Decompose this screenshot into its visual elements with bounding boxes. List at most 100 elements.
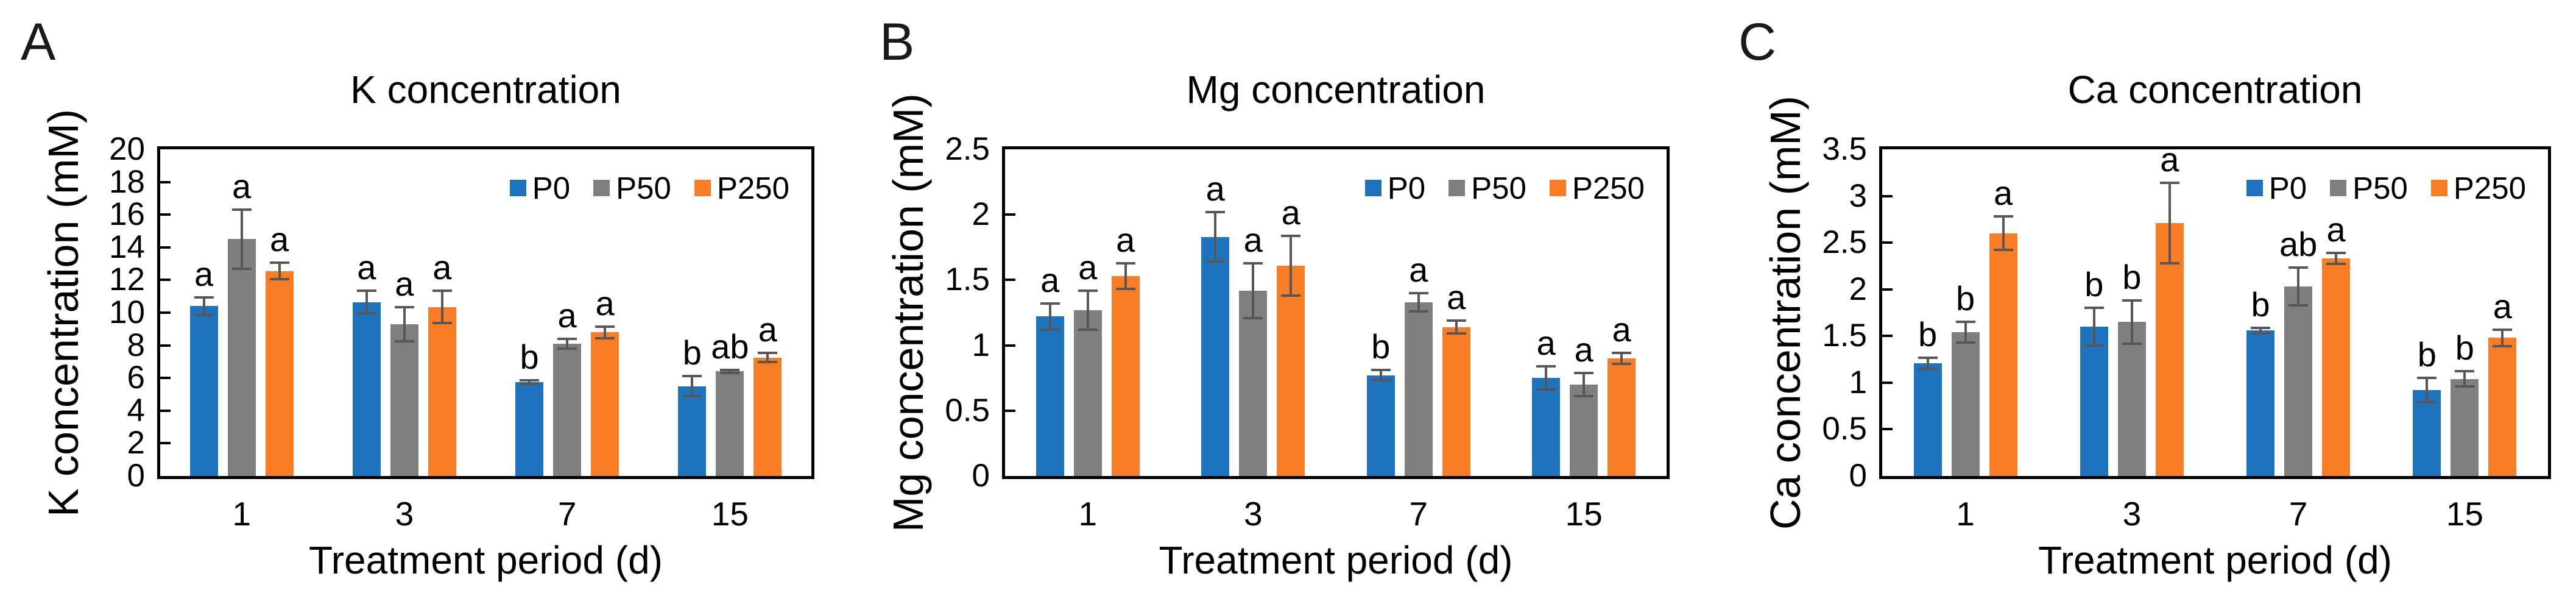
error-bar [2130,300,2133,344]
y-tick-label: 2.5 [1822,224,1867,261]
plot-area: P0 P50 P250 b b a b b a b ab a b b a [1879,143,2551,479]
error-bar-cap-bottom [1371,379,1391,382]
error-bar-cap-top [2122,299,2142,302]
bar-P0-day3 [2080,326,2108,476]
significance-letter: a [357,247,376,286]
plot-area: P0 P50 P250 a a a a a a b a a a a a [1002,146,1670,479]
y-tick-label: 0 [127,458,145,494]
error-bar-cap-top [269,261,289,265]
significance-letter: a [1281,193,1300,232]
significance-letter: a [557,296,577,335]
legend-item-P250: P250 [1549,172,1645,204]
error-bar-cap-bottom [595,336,615,339]
bar-P250-day1 [1989,233,2017,476]
significance-letter: a [432,247,452,286]
x-tick-label: 3 [395,495,414,533]
legend-label-P0: P0 [1387,171,1426,205]
y-tick-label: 2 [127,425,145,461]
error-bar-cap-bottom [1536,388,1556,391]
error-bar-cap-top [1918,356,1938,359]
error-bar [1926,357,1929,369]
significance-letter: b [1918,314,1938,354]
error-bar [1214,211,1217,262]
error-bar-cap-top [194,296,214,299]
error-bar-cap-bottom [2251,332,2271,335]
error-bar-cap-bottom [1918,367,1938,370]
y-tick-label: 0 [972,458,990,494]
y-tick-mark [160,279,171,282]
x-axis-title: Treatment period (d) [1159,538,1513,582]
error-bar [729,369,732,374]
legend-swatch-P50 [593,180,610,196]
error-bar [566,338,569,349]
y-tick-label: 18 [109,163,145,200]
significance-letter: a [1040,260,1060,299]
error-bar-cap-top [1371,369,1391,372]
error-bar-cap-top [2084,307,2104,310]
panel-letter-b: B [880,13,915,71]
y-tick-mark [1005,213,1015,216]
y-tick-mark [160,442,171,445]
y-tick-label: 3 [1849,177,1867,214]
error-bar-cap-bottom [394,339,414,343]
y-tick-label: 20 [109,131,145,167]
y-tick-mark [160,311,171,314]
error-bar-cap-bottom [432,322,452,325]
y-tick-label: 16 [109,196,145,233]
error-bar [604,326,607,338]
error-bar-cap-bottom [1205,260,1226,263]
significance-letter: a [395,264,414,303]
error-bar-cap-bottom [2326,263,2346,266]
bar-P50-day1 [1073,310,1102,476]
error-bar-cap-top [758,352,778,355]
panel-mg-concentration: B Mg concentration Mg concentration (mM)… [859,0,1718,604]
error-bar-cap-top [1993,215,2013,218]
y-tick-mark [1882,288,1893,291]
significance-letter: a [1536,323,1556,362]
error-bar-cap-top [2417,377,2437,380]
error-bar-cap-top [1574,371,1594,374]
x-tick-label: 15 [2446,495,2483,533]
error-bar [403,307,406,341]
error-bar-cap-top [2493,328,2513,331]
significance-letter: b [2251,285,2270,324]
error-bar-cap-bottom [758,360,778,363]
legend-item-P50: P50 [593,172,671,204]
error-bar [1124,263,1127,290]
error-bar [1417,293,1420,311]
legend-item-P0: P0 [509,171,571,205]
error-bar-cap-top [1955,321,1975,324]
legend-label-P0: P0 [532,171,571,205]
bar-P0-day15 [678,386,707,476]
error-bar-cap-bottom [557,347,577,350]
error-bar-cap-top [1243,261,1263,265]
error-bar-cap-bottom [2122,342,2142,345]
error-bar-cap-top [1612,352,1632,355]
significance-letter: a [1574,330,1593,369]
x-tick-label: 15 [711,495,749,533]
bar-P250-day3 [428,307,456,476]
y-tick-label: 0.5 [1822,411,1867,447]
error-bar-cap-bottom [1040,328,1060,331]
y-tick-mark [160,409,171,412]
y-tick-label: 2.5 [945,131,990,167]
y-axis-title: Mg concentration (mM) [884,93,932,532]
significance-letter: a [1409,250,1428,289]
y-tick-label: 1.5 [1822,318,1867,354]
x-tick-label: 1 [1078,495,1098,533]
y-tick-mark [1005,279,1015,282]
significance-letter: a [758,310,777,349]
error-bar-cap-bottom [1281,294,1301,297]
error-bar-cap-bottom [1446,332,1466,335]
panel-ca-concentration: C Ca concentration Ca concentration (mM)… [1718,0,2576,604]
y-tick-label: 12 [109,261,145,298]
error-bar [240,210,243,269]
panel-letter-a: A [21,13,56,71]
error-bar [1252,263,1255,318]
legend-item-P0: P0 [2246,172,2307,204]
error-bar-cap-bottom [1243,316,1263,319]
x-tick-label: 1 [1956,495,1975,533]
error-bar [2426,378,2429,402]
y-tick-mark [1005,344,1015,347]
y-tick-label: 1.5 [945,261,990,298]
